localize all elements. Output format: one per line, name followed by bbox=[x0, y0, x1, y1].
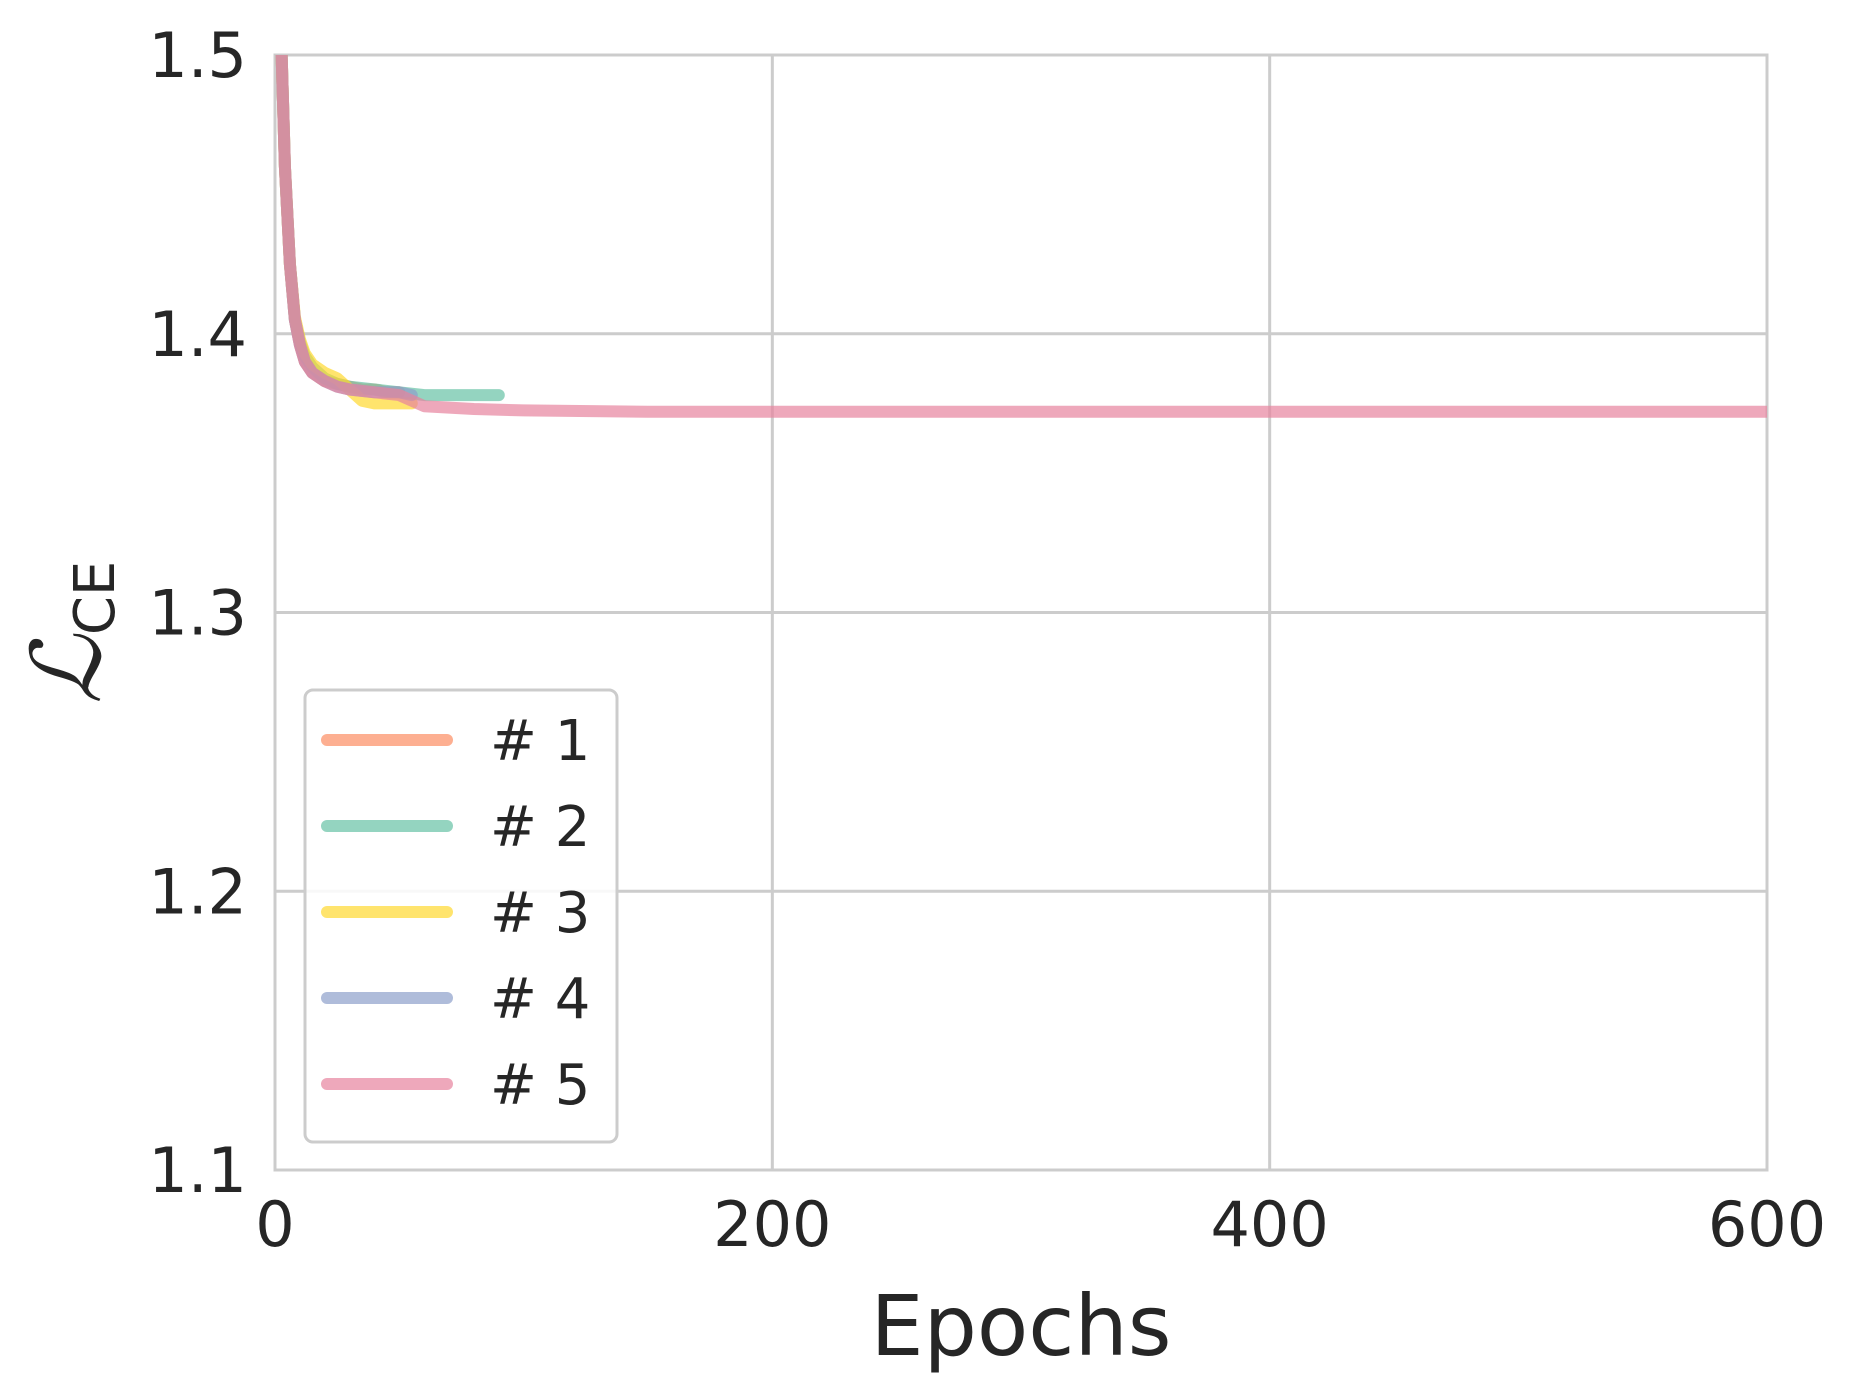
legend-label-4: # 4 bbox=[490, 967, 590, 1032]
y-tick-label: 1.4 bbox=[148, 298, 247, 371]
series-layer bbox=[275, 55, 1767, 418]
legend: # 1 # 2 # 3 # 4 # 5 bbox=[303, 688, 619, 1144]
y-tick-label: 1.5 bbox=[148, 19, 247, 92]
legend-label-3: # 3 bbox=[490, 881, 590, 946]
x-tick-label: 0 bbox=[255, 1188, 294, 1261]
x-tick-label: 600 bbox=[1708, 1188, 1826, 1261]
legend-label-2: # 2 bbox=[490, 795, 590, 860]
y-tick-label: 1.1 bbox=[148, 1134, 247, 1207]
svg-text:ℒCE: ℒCE bbox=[11, 561, 128, 705]
series-line-5 bbox=[275, 55, 1767, 418]
x-axis-label: Epochs bbox=[871, 1277, 1172, 1375]
plot-frame bbox=[273, 53, 1769, 1172]
y-tick-label: 1.3 bbox=[148, 577, 247, 650]
x-tick-label: 200 bbox=[713, 1188, 831, 1261]
y-axis-label: ℒCE bbox=[11, 561, 128, 705]
legend-label-1: # 1 bbox=[490, 709, 590, 774]
x-tick-label: 400 bbox=[1210, 1188, 1328, 1261]
legend-label-5: # 5 bbox=[490, 1053, 590, 1118]
y-axis-label-subscript: CE bbox=[63, 561, 128, 635]
y-tick-label: 1.2 bbox=[148, 855, 247, 928]
tick-labels: 0 200 400 600 1.1 1.2 1.3 1.4 1.5 bbox=[148, 19, 1826, 1261]
series-line-2 bbox=[275, 55, 505, 402]
legend-box bbox=[303, 688, 619, 1144]
y-axis-label-symbol: ℒ bbox=[11, 633, 123, 704]
